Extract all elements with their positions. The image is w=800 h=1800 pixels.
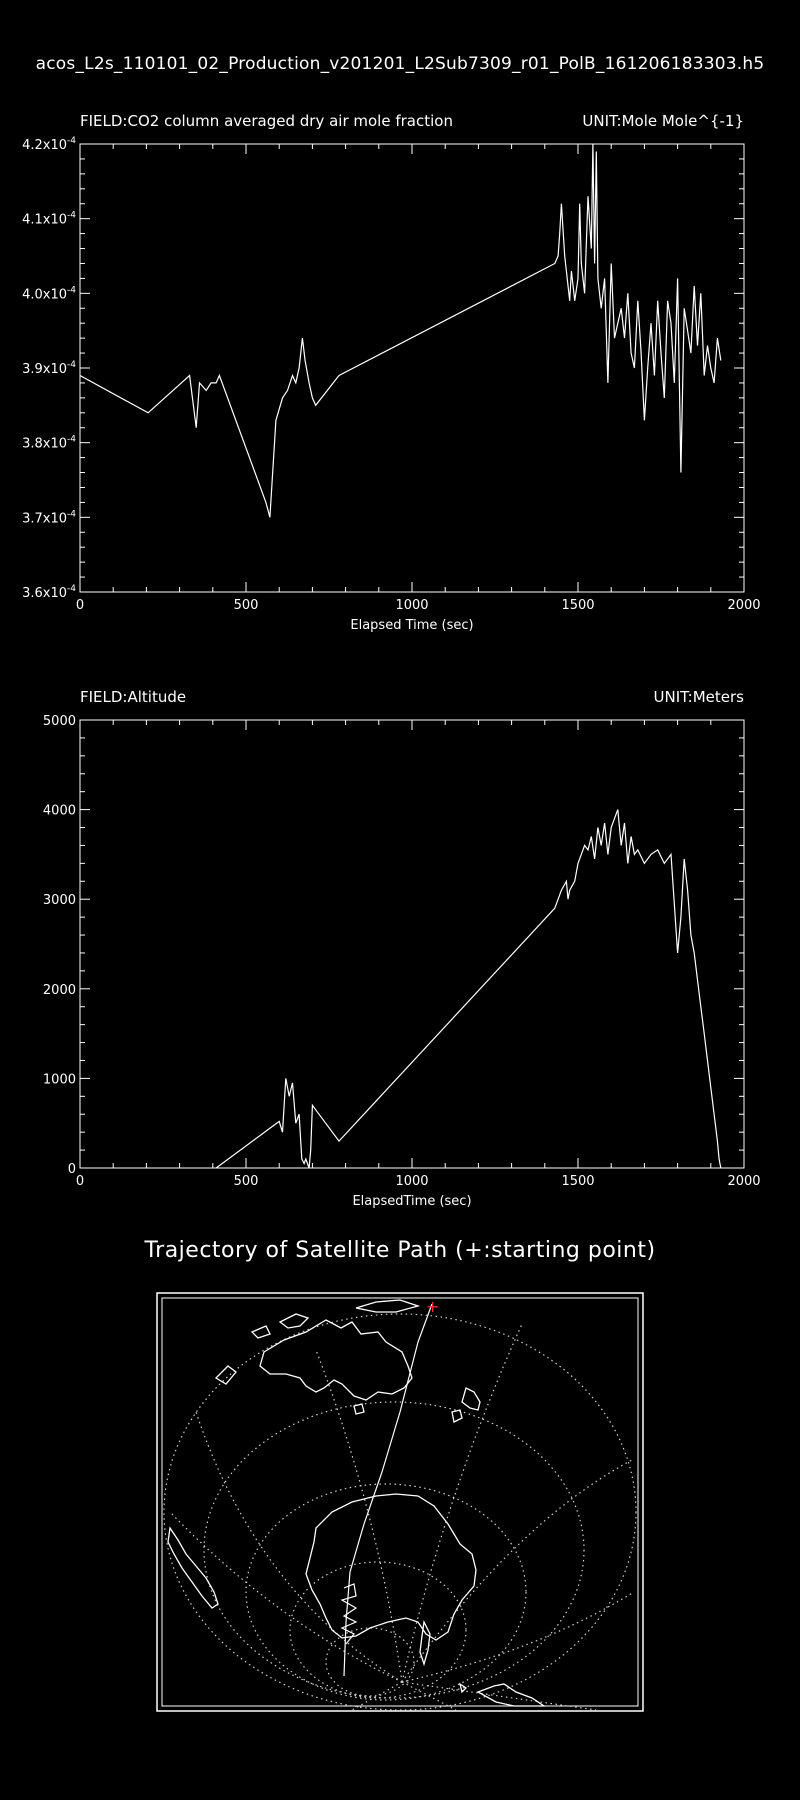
meridian-line — [401, 1591, 635, 1683]
y-tick-label: 2000 — [43, 983, 76, 998]
y-tick-label: 1000 — [43, 1072, 76, 1087]
coastline-australia — [259, 1319, 413, 1401]
y-tick-mantissa: 3.6x10 — [22, 586, 67, 601]
latitude-circle — [289, 1561, 467, 1699]
y-tick-label: 3.6x10-4 — [22, 584, 76, 601]
coastline-new-guinea — [355, 1299, 421, 1313]
x-tick-label: 500 — [234, 598, 259, 613]
meridian-line — [401, 1681, 457, 1711]
trajectory-map: + — [156, 1292, 644, 1712]
x-tick-label: 1000 — [395, 1174, 428, 1189]
x-tick-label: 500 — [234, 1174, 259, 1189]
plot-area: 0 500 1000 1500 20003.6x10-43.7x10-43.8x10-4… — [22, 136, 760, 613]
latitude-circle — [325, 1627, 415, 1697]
y-tick-exponent: -4 — [67, 509, 76, 519]
co2-chart: FIELD:CO2 column averaged dry air mole f… — [22, 112, 760, 633]
y-tick-mantissa: 3.7x10 — [22, 511, 67, 526]
x-tick-label: 0 — [76, 598, 84, 613]
latitude-circle — [203, 1401, 585, 1699]
y-tick-label: 3000 — [43, 893, 76, 908]
y-tick-mantissa: 3.9x10 — [22, 362, 67, 377]
meridian-line — [401, 1323, 523, 1683]
x-axis-label: ElapsedTime (sec) — [352, 1194, 471, 1209]
file-title: acos_L2s_110101_02_Production_v201201_L2… — [35, 54, 765, 74]
altitude-chart: FIELD:Altitude UNIT:Meters 0 500 1000 1500 2… — [43, 688, 761, 1209]
x-tick-label: 1500 — [561, 1174, 594, 1189]
y-tick-exponent: -4 — [67, 435, 76, 445]
coastline-africa — [476, 1683, 547, 1707]
x-tick-label: 0 — [76, 1174, 84, 1189]
y-tick-label: 4000 — [43, 804, 76, 819]
chart-unit-label: UNIT:Mole Mole^{-1} — [582, 112, 744, 130]
x-tick-label: 1500 — [561, 598, 594, 613]
map-frame-inner — [161, 1297, 639, 1707]
coastline-southeast-asia — [214, 1313, 310, 1385]
y-tick-label: 3.9x10-4 — [22, 360, 76, 377]
y-tick-mantissa: 3.8x10 — [22, 437, 67, 452]
meridian-line — [169, 1511, 403, 1683]
y-tick-exponent: -4 — [67, 211, 76, 221]
start-marker: + — [426, 1297, 439, 1316]
y-tick-exponent: -4 — [67, 584, 76, 594]
y-tick-mantissa: 4.0x10 — [22, 287, 67, 302]
coastline-antarctica — [305, 1493, 477, 1641]
y-tick-label: 4.0x10-4 — [22, 285, 76, 302]
coastline-tasmania — [353, 1403, 365, 1415]
meridian-line — [401, 1459, 633, 1683]
trajectory-detail — [340, 1583, 358, 1645]
coastlines — [167, 1299, 547, 1707]
satellite-trajectory — [343, 1303, 433, 1677]
latitude-circle — [245, 1483, 527, 1701]
x-tick-label: 1000 — [395, 598, 428, 613]
y-tick-label: 0 — [68, 1162, 76, 1177]
x-axis-label: Elapsed Time (sec) — [350, 618, 473, 633]
y-tick-exponent: -4 — [67, 360, 76, 370]
plot-frame — [79, 143, 745, 593]
trajectory-title: Trajectory of Satellite Path (+:starting… — [144, 1238, 656, 1263]
chart-unit-label: UNIT:Meters — [654, 688, 745, 706]
graticule — [163, 1313, 637, 1711]
chart-field-label: FIELD:Altitude — [80, 688, 186, 706]
meridian-line — [315, 1349, 403, 1683]
plot-frame — [79, 719, 745, 1169]
x-tick-label: 2000 — [727, 598, 760, 613]
coastline-south-america — [167, 1526, 219, 1609]
y-tick-exponent: -4 — [67, 285, 76, 295]
data-line — [79, 143, 722, 518]
meridian-line — [195, 1411, 403, 1683]
map-frame-outer — [156, 1292, 644, 1712]
y-tick-mantissa: 4.2x10 — [22, 138, 67, 153]
coastline-new-zealand — [451, 1387, 481, 1423]
coastline-islands — [419, 1619, 468, 1694]
y-tick-mantissa: 4.1x10 — [22, 213, 67, 228]
plot-area: 0 500 1000 1500 2000 0 1000 2000 3000 4000 5000 — [43, 714, 761, 1189]
y-tick-label: 3.7x10-4 — [22, 509, 76, 526]
y-tick-exponent: -4 — [67, 136, 76, 146]
x-tick-label: 2000 — [727, 1174, 760, 1189]
data-line — [215, 809, 722, 1169]
y-tick-label: 4.1x10-4 — [22, 211, 76, 228]
y-tick-label: 4.2x10-4 — [22, 136, 76, 153]
chart-field-label: FIELD:CO2 column averaged dry air mole f… — [80, 112, 453, 130]
latitude-circle — [163, 1313, 637, 1711]
y-tick-label: 3.8x10-4 — [22, 435, 76, 452]
y-tick-label: 5000 — [43, 714, 76, 729]
